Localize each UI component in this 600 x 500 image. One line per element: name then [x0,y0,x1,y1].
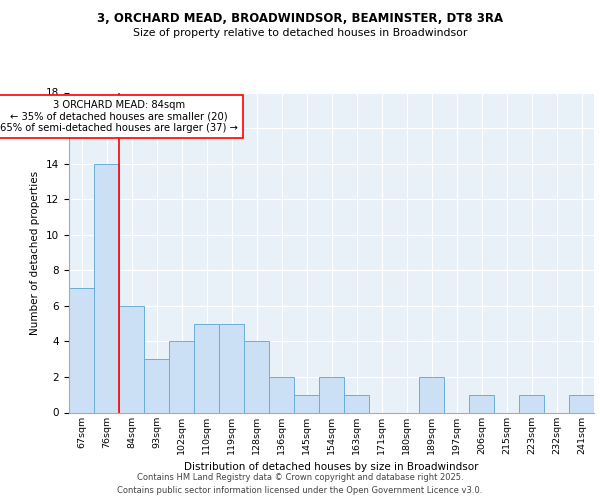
Bar [169,342,194,412]
Bar [219,324,244,412]
Text: 3, ORCHARD MEAD, BROADWINDSOR, BEAMINSTER, DT8 3RA: 3, ORCHARD MEAD, BROADWINDSOR, BEAMINSTE… [97,12,503,26]
Bar [519,394,544,412]
Bar [419,377,444,412]
Bar [244,342,269,412]
X-axis label: Distribution of detached houses by size in Broadwindsor: Distribution of detached houses by size … [184,462,479,472]
Bar [294,394,319,412]
Bar [194,324,219,412]
Bar [344,394,369,412]
Bar [119,306,144,412]
Bar [94,164,119,412]
Bar [469,394,494,412]
Text: Contains HM Land Registry data © Crown copyright and database right 2025.
Contai: Contains HM Land Registry data © Crown c… [118,474,482,495]
Bar [144,359,169,412]
Text: Size of property relative to detached houses in Broadwindsor: Size of property relative to detached ho… [133,28,467,38]
Bar [69,288,94,412]
Y-axis label: Number of detached properties: Number of detached properties [31,170,40,334]
Text: 3 ORCHARD MEAD: 84sqm
← 35% of detached houses are smaller (20)
65% of semi-deta: 3 ORCHARD MEAD: 84sqm ← 35% of detached … [0,100,238,133]
Bar [569,394,594,412]
Bar [319,377,344,412]
Bar [269,377,294,412]
